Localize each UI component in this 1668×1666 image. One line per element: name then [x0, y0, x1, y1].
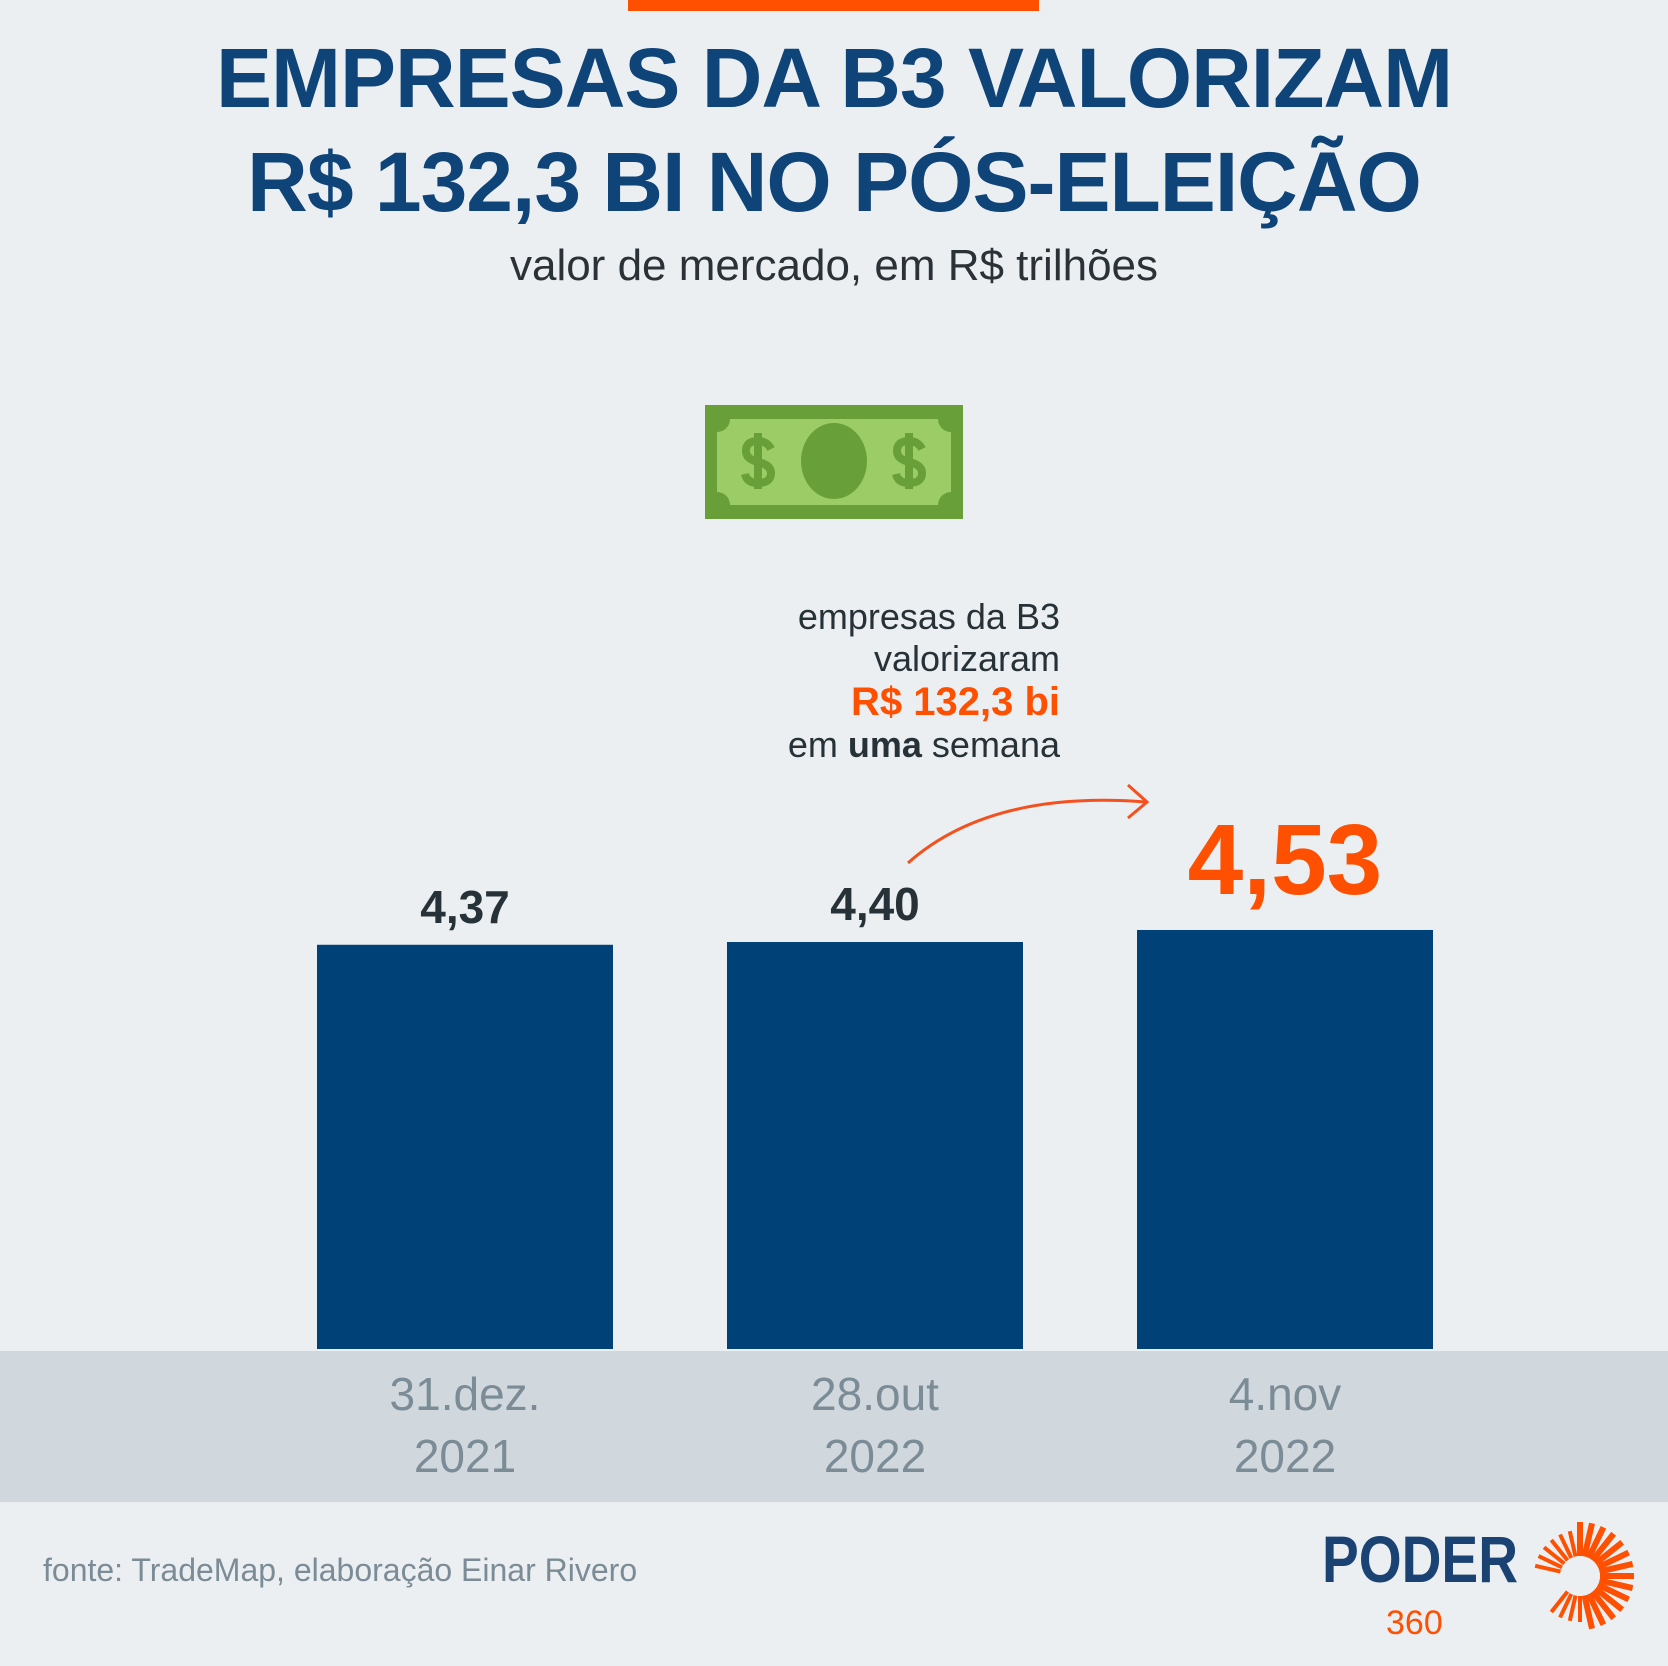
sun-ray: [1585, 1526, 1607, 1560]
sun-ray: [1593, 1586, 1625, 1613]
sun-ray: [1581, 1522, 1595, 1558]
sun-ray: [1567, 1530, 1578, 1557]
sun-ray: [1542, 1545, 1566, 1566]
logo-text: PODER: [1322, 1522, 1518, 1596]
curved-arrow-icon: [907, 798, 1147, 865]
sun-ray: [1590, 1589, 1617, 1621]
bar: [1137, 929, 1433, 1349]
sun-ray: [1585, 1592, 1607, 1626]
sun-ray: [1598, 1577, 1634, 1591]
sun-ray: [1549, 1538, 1570, 1562]
x-tick-label: 2022: [1234, 1430, 1336, 1482]
arrow-head: [1126, 783, 1150, 820]
source-note: fonte: TradeMap, elaboração Einar Rivero: [43, 1552, 638, 1588]
title-line-2: R$ 132,3 BI NO PÓS-ELEIÇÃO: [247, 135, 1422, 229]
sun-ray: [1590, 1531, 1617, 1563]
dollar-bill-icon: [705, 405, 963, 519]
sun-ray: [1596, 1549, 1630, 1571]
sun-ray: [1567, 1595, 1578, 1622]
x-axis-band: [0, 1351, 1668, 1502]
sun-ray: [1558, 1593, 1574, 1619]
value-label: 4,53: [1188, 804, 1383, 916]
sun-ray: [1558, 1533, 1574, 1559]
x-tick-label: 28.out: [811, 1368, 939, 1420]
x-tick-label: 31.dez.: [390, 1368, 541, 1420]
poder360-logo: PODER 360: [1322, 1522, 1634, 1642]
annotation-text: em: [787, 724, 848, 765]
sun-ray: [1581, 1594, 1595, 1630]
sun-ray: [1537, 1554, 1563, 1570]
value-label: 4,37: [420, 881, 510, 933]
annotation: empresas da B3 valorizaram R$ 132,3 bi e…: [700, 596, 1060, 766]
x-tick-label: 4.nov: [1229, 1368, 1342, 1420]
annotation-highlight: R$ 132,3 bi: [850, 680, 1060, 724]
sun-ray: [1598, 1561, 1634, 1575]
annotation-text: semana: [921, 724, 1060, 765]
value-label: 4,40: [830, 878, 920, 930]
annotation-line-4: em uma semana: [700, 724, 1060, 766]
annotation-line-1: empresas da B3: [797, 596, 1060, 637]
bar: [727, 942, 1023, 1349]
sun-ray: [1549, 1590, 1570, 1614]
annotation-line-2: valorizaram: [873, 638, 1060, 679]
x-tick-label: 2022: [824, 1430, 926, 1482]
sun-ray: [1534, 1563, 1561, 1574]
title-line-1: EMPRESAS DA B3 VALORIZAM: [215, 31, 1453, 125]
logo-number: 360: [1386, 1604, 1443, 1642]
sun-ray: [1596, 1581, 1630, 1603]
subtitle: valor de mercado, em R$ trilhões: [509, 241, 1159, 290]
bar: [317, 944, 613, 1349]
sun-ray: [1593, 1539, 1625, 1566]
annotation-bold: uma: [847, 724, 922, 765]
x-tick-label: 2021: [414, 1430, 516, 1482]
top-accent-bar: [628, 0, 1039, 11]
